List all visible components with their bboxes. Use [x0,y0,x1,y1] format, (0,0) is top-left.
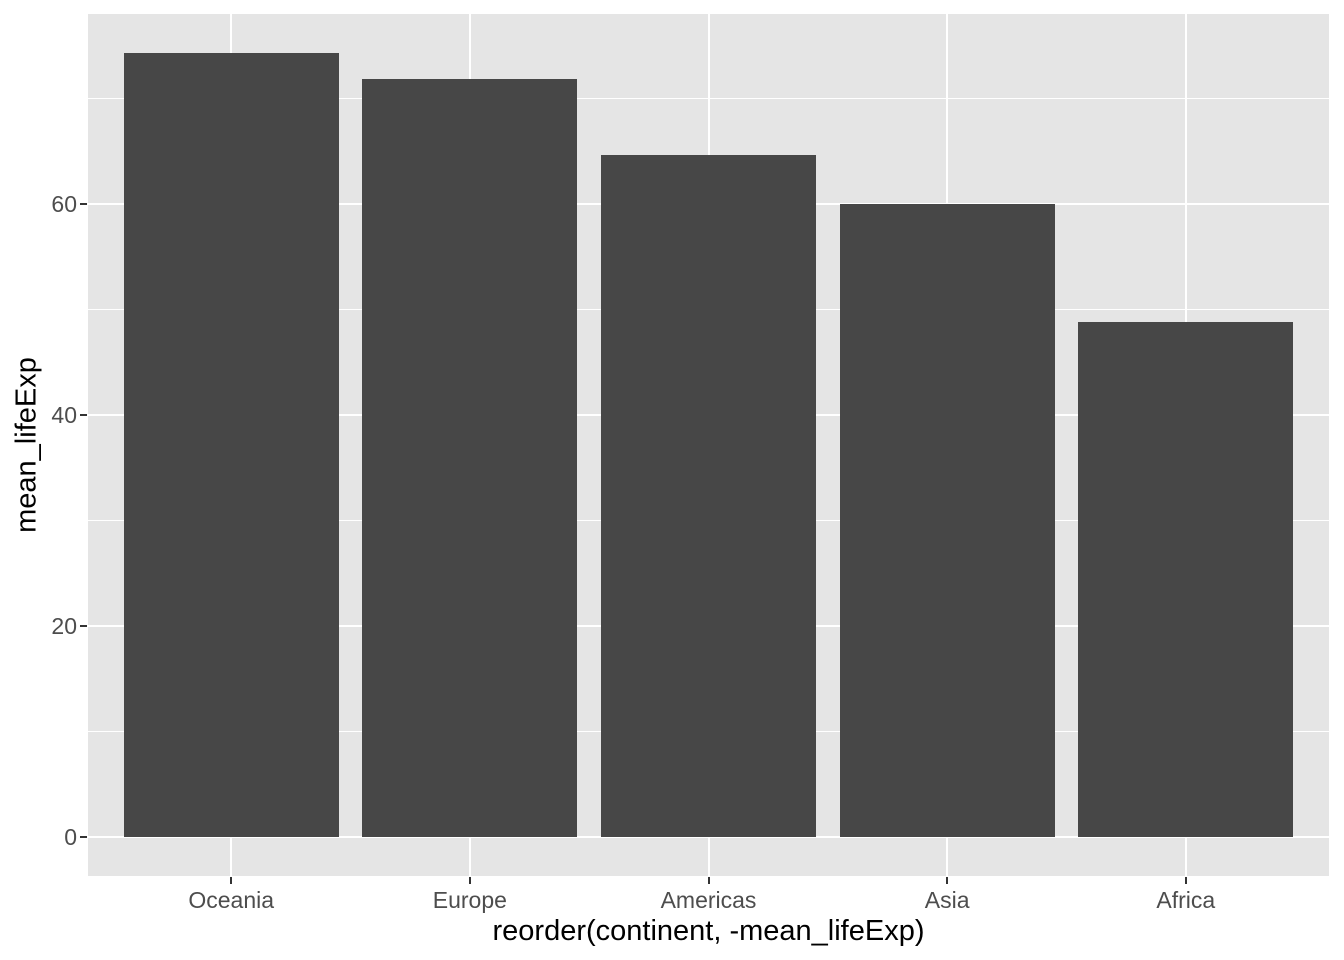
y-tick-label-60: 60 [51,191,77,218]
bar-europe [362,78,578,837]
x-tick-label-oceania: Oceania [188,887,275,913]
bar-americas [601,155,816,837]
x-axis-title: reorder(continent, -mean_lifeExp) [492,915,925,947]
bar-africa [1078,321,1294,837]
y-tick-label-20: 20 [51,612,77,639]
y-axis-title: mean_lifeExp [10,357,43,533]
x-tick-label-americas: Americas [660,887,757,913]
x-tick-mark-africa [1184,877,1187,884]
x-tick-label-africa: Africa [1156,887,1216,913]
bar-oceania [123,53,339,837]
x-tick-mark-oceania [230,877,233,884]
plot-panel [88,14,1329,876]
y-tick-label-0: 0 [64,823,77,850]
y-tick-mark-0 [80,835,87,838]
x-tick-mark-asia [946,877,949,884]
y-tick-mark-20 [80,624,87,627]
y-tick-label-40: 40 [51,402,77,429]
x-tick-mark-europe [468,877,471,884]
x-tick-label-europe: Europe [432,887,507,913]
x-tick-label-asia: Asia [924,887,970,913]
y-tick-mark-40 [80,414,87,417]
x-tick-mark-americas [707,877,710,884]
bar-asia [839,203,1055,837]
y-tick-mark-60 [80,203,87,206]
